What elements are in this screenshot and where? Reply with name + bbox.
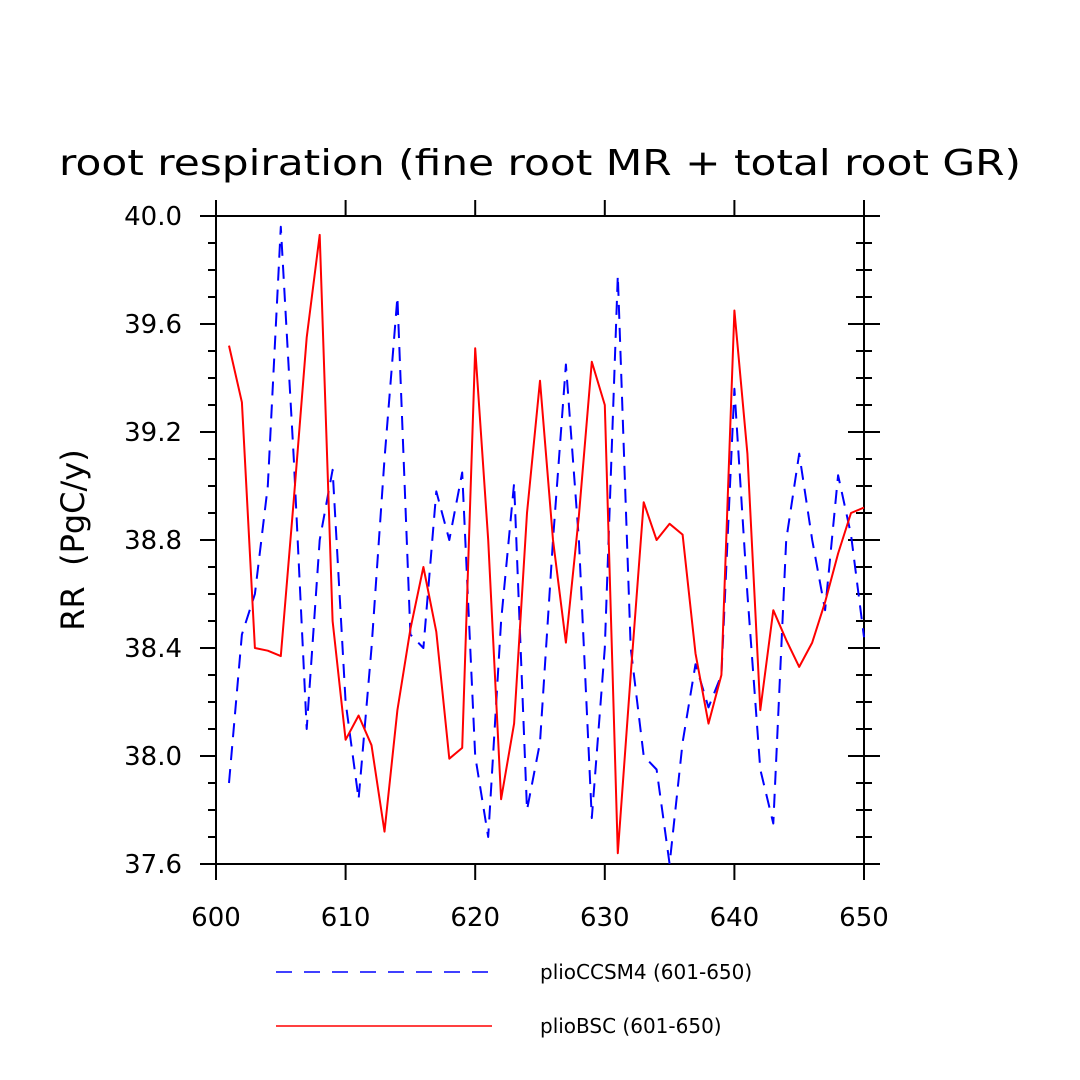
y-tick-label: 39.6 <box>124 310 182 340</box>
y-tick-label: 38.8 <box>124 526 182 556</box>
y-tick-label: 38.4 <box>124 634 182 664</box>
x-tick-label: 650 <box>839 903 889 933</box>
x-tick-label: 620 <box>450 903 500 933</box>
y-tick-label: 39.2 <box>124 418 182 448</box>
y-tick-label: 40.0 <box>124 202 182 232</box>
series-layer <box>228 225 865 865</box>
legend: plioCCSM4 (601-650) plioBSC (601-650) <box>276 960 752 1038</box>
chart-title: root respiration (fine root MR + total r… <box>59 143 1021 184</box>
series-line-plioBSC <box>228 233 865 855</box>
y-axis-label: RR (PgC/y) <box>54 449 92 630</box>
x-tick-label: 630 <box>580 903 630 933</box>
x-tick-label: 640 <box>710 903 760 933</box>
axes-layer: 600 610 620 630 640 650 37.6 38.0 38.4 38.8 39.2 39… <box>124 200 889 933</box>
legend-label: plioCCSM4 (601-650) <box>540 960 752 984</box>
series-line-plioCCSM4 <box>228 225 865 865</box>
y-tick-label: 37.6 <box>124 850 182 880</box>
legend-label: plioBSC (601-650) <box>540 1014 722 1038</box>
x-tick-label: 600 <box>191 903 241 933</box>
y-tick-label: 38.0 <box>124 742 182 772</box>
x-tick-label: 610 <box>321 903 371 933</box>
